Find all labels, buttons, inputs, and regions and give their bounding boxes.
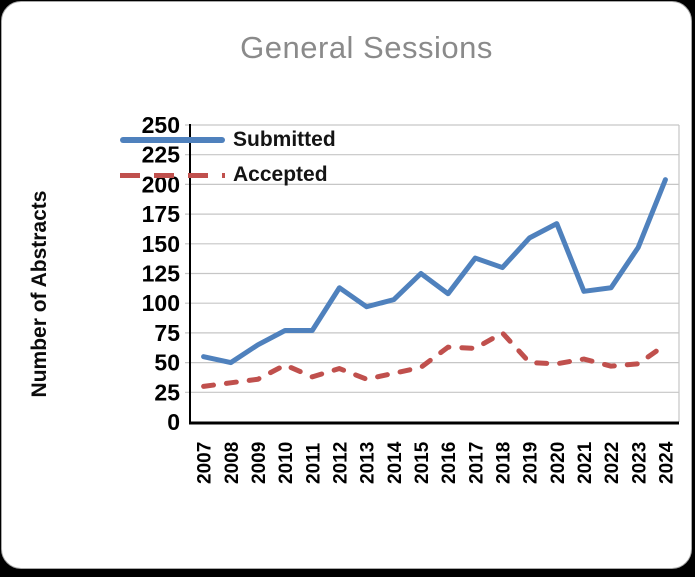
- y-tick-label: 150: [142, 231, 180, 257]
- legend-line-accepted-icon: [120, 172, 225, 178]
- x-tick-label: 2016: [439, 442, 460, 484]
- y-tick-label: 0: [167, 409, 180, 435]
- y-tick-label: 25: [154, 379, 180, 405]
- legend-item-submitted: Submitted: [120, 128, 336, 152]
- x-tick-label: 2017: [466, 442, 487, 484]
- legend-line-submitted-icon: [120, 137, 225, 143]
- legend-label-submitted: Submitted: [233, 128, 336, 151]
- x-tick-label: 2012: [330, 442, 351, 484]
- x-tick-label: 2015: [412, 441, 433, 484]
- y-tick-label: 75: [154, 320, 180, 346]
- chart-card: General Sessions Number of Abstracts 0 25…: [1, 1, 692, 569]
- legend-label-accepted: Accepted: [233, 163, 328, 186]
- y-tick-label: 100: [142, 290, 180, 316]
- x-tick-label: 2014: [385, 441, 406, 484]
- y-tick-label: 175: [142, 201, 181, 227]
- x-tick-label: 2011: [303, 442, 324, 484]
- x-tick-label: 2013: [358, 442, 379, 484]
- legend-item-accepted: Accepted: [120, 163, 328, 187]
- x-tick-label: 2022: [602, 442, 623, 484]
- x-tick-label: 2010: [276, 442, 297, 484]
- x-tick-label: 2007: [195, 442, 216, 484]
- x-tick-label: 2024: [656, 441, 677, 484]
- chart-title: General Sessions: [240, 30, 493, 65]
- y-tick-label: 50: [154, 350, 180, 376]
- y-tick-label: 250: [142, 112, 180, 138]
- series-line-submitted: [201, 177, 668, 366]
- x-tick-label: 2009: [249, 442, 270, 484]
- x-tick-label: 2021: [575, 441, 596, 484]
- x-tick-label: 2023: [629, 442, 650, 484]
- x-tick-label: 2020: [548, 442, 569, 484]
- series-line-accepted: [201, 330, 668, 389]
- x-tick-label: 2008: [222, 442, 243, 484]
- x-tick-label: 2019: [521, 442, 542, 484]
- y-tick-label: 225: [142, 142, 181, 168]
- x-tick-label: 2018: [493, 442, 514, 484]
- y-tick-label: 125: [142, 261, 181, 287]
